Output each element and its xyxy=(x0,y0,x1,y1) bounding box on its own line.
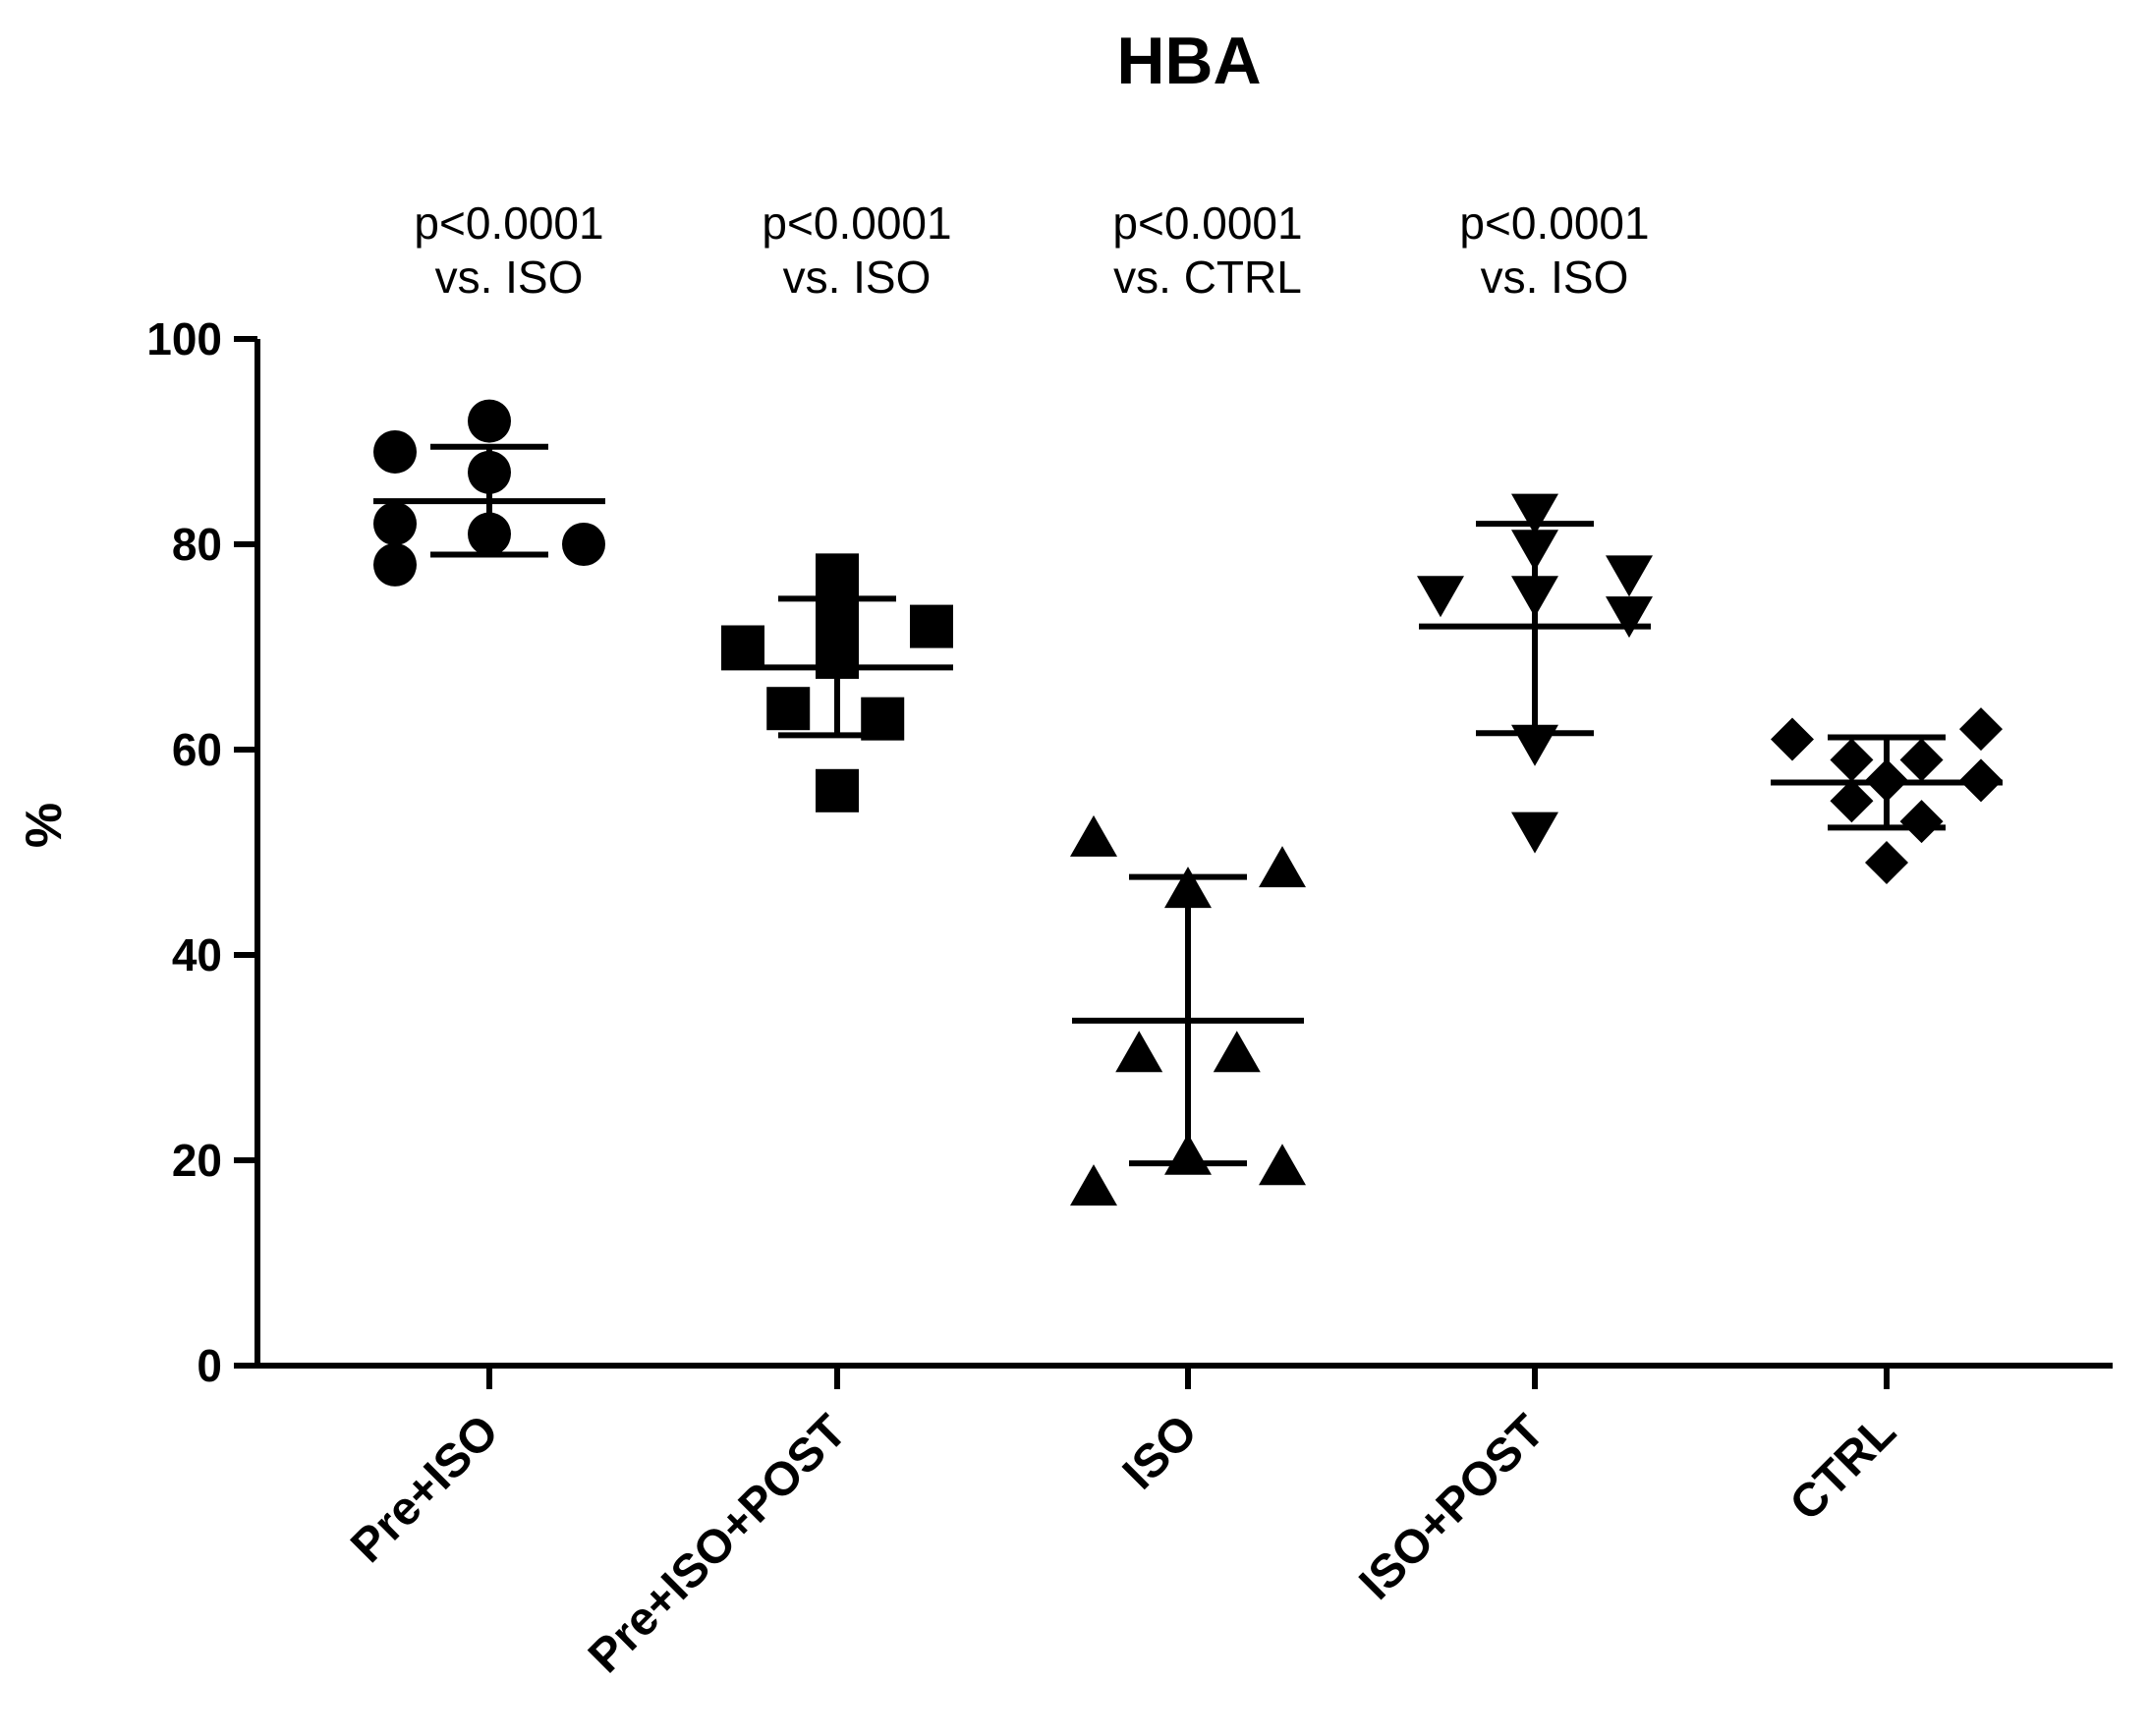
data-point-triangle-up xyxy=(1164,1133,1212,1175)
x-tick-label: CTRL xyxy=(1781,1405,1906,1531)
x-tick-label: ISO xyxy=(1113,1405,1208,1499)
comparison-annotation: vs. CTRL xyxy=(1113,252,1302,303)
data-point-diamond xyxy=(1865,758,1908,803)
data-point-circle xyxy=(373,429,417,474)
data-point-triangle-up xyxy=(1259,846,1306,888)
data-point-triangle-up xyxy=(1213,1031,1261,1073)
data-point-square xyxy=(766,687,811,731)
data-point-triangle-up xyxy=(1070,814,1117,857)
data-point-triangle-down xyxy=(1511,493,1558,535)
p-value-annotation: p<0.0001 xyxy=(1459,197,1649,249)
p-value-annotation: p<0.0001 xyxy=(762,197,951,249)
y-tick-label: 60 xyxy=(172,724,222,775)
data-point-square xyxy=(816,553,859,597)
y-tick-label: 40 xyxy=(172,929,222,980)
data-point-triangle-up xyxy=(1070,1164,1117,1206)
y-tick-label: 20 xyxy=(172,1135,222,1186)
data-point-triangle-up xyxy=(1164,867,1212,909)
x-tick-label: Pre+ISO+POST xyxy=(579,1405,857,1683)
comparison-annotation: vs. ISO xyxy=(1481,252,1629,303)
data-point-triangle-down xyxy=(1511,576,1558,618)
x-tick-label: Pre+ISO xyxy=(341,1405,508,1572)
data-point-diamond xyxy=(1830,738,1874,782)
data-point-diamond xyxy=(1959,758,2003,803)
mean-sd-bars xyxy=(373,443,2003,1167)
y-tick-label: 80 xyxy=(172,519,222,570)
y-tick-label: 0 xyxy=(197,1340,222,1391)
data-point-square xyxy=(816,594,859,639)
data-points xyxy=(373,399,2003,1206)
data-point-triangle-up xyxy=(1115,1031,1163,1073)
x-axis-labels: Pre+ISO Pre+ISO+POST ISO ISO+POST CTRL xyxy=(341,1405,1905,1683)
data-point-triangle-down xyxy=(1511,812,1558,854)
data-point-circle xyxy=(562,523,605,566)
data-point-circle xyxy=(468,512,511,556)
data-point-diamond xyxy=(1899,800,1944,844)
y-axis-label: % xyxy=(16,803,73,848)
data-point-diamond xyxy=(1830,779,1874,823)
data-point-circle xyxy=(373,502,417,546)
data-point-triangle-down xyxy=(1606,555,1653,597)
data-point-circle xyxy=(468,399,511,443)
comparison-annotation: vs. ISO xyxy=(783,252,932,303)
data-point-square xyxy=(721,625,764,669)
data-point-triangle-down xyxy=(1417,576,1464,618)
p-value-annotation: p<0.0001 xyxy=(414,197,603,249)
axes: 0 20 40 60 80 100 xyxy=(146,313,2113,1391)
x-tick-label: ISO+POST xyxy=(1350,1405,1554,1609)
data-point-circle xyxy=(373,542,417,587)
data-point-circle xyxy=(468,450,511,494)
data-point-triangle-up xyxy=(1259,1144,1306,1186)
data-point-diamond xyxy=(1959,707,2003,752)
data-point-square xyxy=(816,768,859,812)
comparison-annotation: vs. ISO xyxy=(435,252,584,303)
p-value-annotation: p<0.0001 xyxy=(1112,197,1302,249)
y-tick-label: 100 xyxy=(146,313,222,364)
chart-title: HBA xyxy=(1116,24,1261,98)
data-point-diamond xyxy=(1771,717,1814,761)
data-point-square xyxy=(910,604,953,648)
data-point-triangle-down xyxy=(1511,724,1558,766)
data-point-triangle-down xyxy=(1511,530,1558,572)
data-point-diamond xyxy=(1899,738,1944,782)
data-point-diamond xyxy=(1865,840,1908,884)
data-point-square xyxy=(816,635,859,679)
data-point-triangle-down xyxy=(1606,596,1653,639)
data-point-square xyxy=(861,697,905,741)
